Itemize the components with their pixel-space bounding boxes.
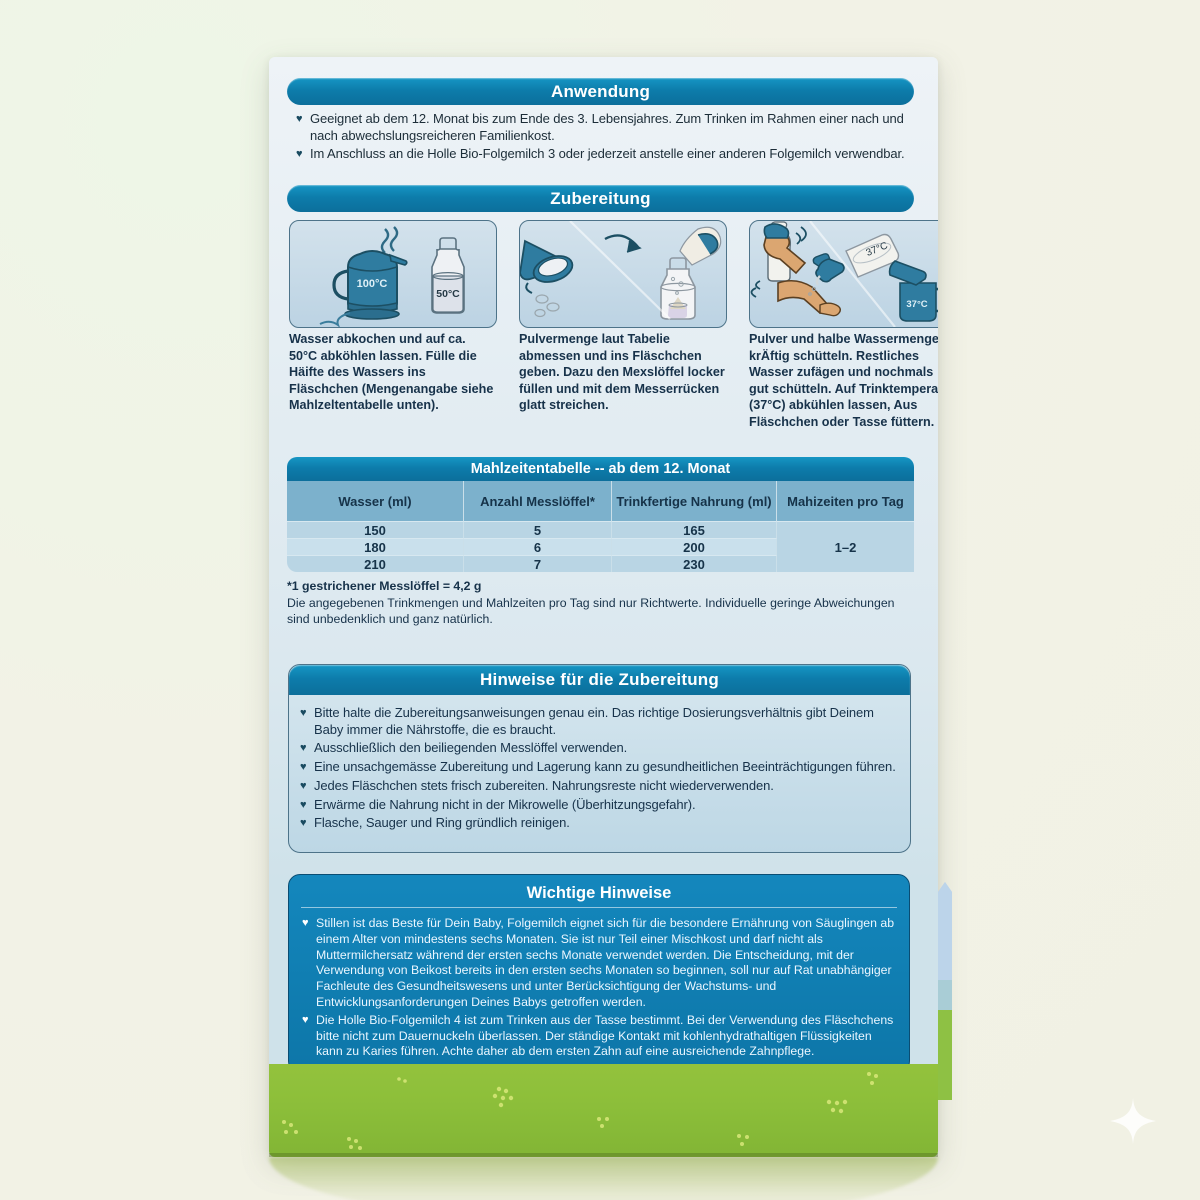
svg-text:37°C: 37°C: [906, 299, 927, 310]
svg-text:100°C: 100°C: [357, 278, 388, 290]
svg-text:50°C: 50°C: [436, 288, 460, 300]
